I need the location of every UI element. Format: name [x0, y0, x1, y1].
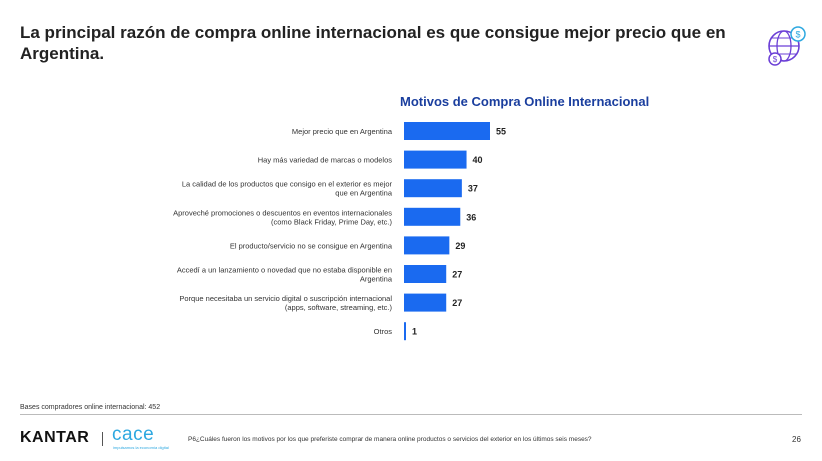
category-label-0-0: Mejor precio que en Argentina: [292, 127, 393, 136]
category-label-2-1: que en Argentina: [335, 189, 393, 198]
cace-logo: cace: [112, 424, 155, 445]
cace-tagline: impulsamos la economía digital: [113, 445, 169, 450]
bar-2: [404, 179, 462, 198]
value-label-6: 27: [452, 298, 462, 308]
category-label-5-0: Accedí a un lanzamiento o novedad que no…: [177, 266, 392, 275]
bar-1: [404, 150, 467, 169]
value-label-7: 1: [412, 327, 417, 337]
category-label-7-0: Otros: [374, 327, 393, 336]
value-label-3: 36: [466, 212, 476, 222]
footer-divider: [20, 414, 802, 415]
page-number: 26: [792, 435, 801, 444]
bar-4: [404, 236, 450, 255]
chart-title: Motivos de Compra Online Internacional: [400, 94, 650, 109]
value-label-2: 37: [468, 184, 478, 194]
bar-7: [404, 322, 406, 341]
bases-note: Bases compradores online internacional: …: [20, 404, 161, 411]
bar-3: [404, 207, 461, 226]
value-label-0: 55: [496, 127, 506, 137]
bar-5: [404, 265, 447, 283]
category-label-6-1: (apps, software, streaming, etc.): [285, 303, 393, 312]
slide-title: La principal razón de compra online inte…: [20, 23, 726, 63]
svg-text:$: $: [773, 55, 778, 64]
globe-money-icon: $ $: [768, 26, 806, 66]
svg-text:$: $: [795, 30, 800, 40]
bar-6: [404, 293, 447, 312]
category-label-5-1: Argentina: [360, 275, 393, 284]
bar-0: [404, 122, 490, 140]
value-label-1: 40: [473, 155, 483, 165]
category-label-4-0: El producto/servicio no se consigue en A…: [230, 241, 393, 250]
category-label-1-0: Hay más variedad de marcas o modelos: [258, 156, 392, 165]
category-label-2-0: La calidad de los productos que consigo …: [182, 180, 393, 189]
value-label-4: 29: [455, 241, 465, 251]
category-label-3-0: Aproveché promociones o descuentos en ev…: [173, 208, 392, 217]
bar-chart: 55 Mejor precio que en Argentina 40 Hay más…: [173, 122, 506, 341]
question-footnote: P6¿Cuáles fueron los motivos por los que…: [188, 436, 592, 443]
category-label-6-0: Porque necesitaba un servicio digital o …: [179, 294, 392, 303]
logo-separator: [102, 432, 103, 446]
value-label-5: 27: [452, 270, 462, 280]
kantar-logo: KANTAR: [20, 429, 90, 446]
category-label-3-1: (como Black Friday, Prime Day, etc.): [271, 217, 392, 226]
